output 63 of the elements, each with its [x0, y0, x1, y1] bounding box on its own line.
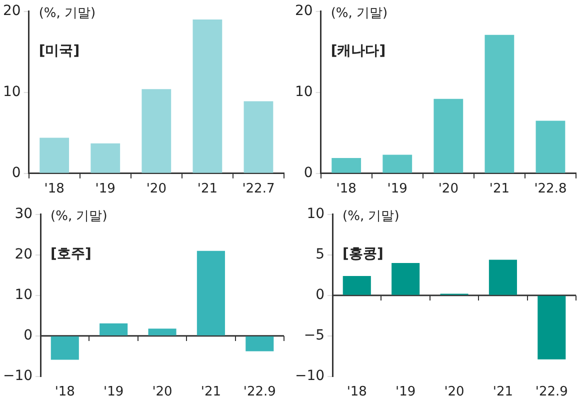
bar [484, 34, 514, 173]
y-tick-label: 0 [12, 165, 21, 182]
x-tick-label: '19 [387, 182, 408, 197]
bar [244, 101, 274, 173]
x-tick-label: '18 [346, 384, 367, 400]
x-tick-label: '18 [54, 384, 75, 400]
x-tick-label: '19 [95, 182, 116, 197]
text: [홍콩] [342, 246, 384, 262]
bar [332, 158, 362, 173]
text: [미국] [38, 43, 80, 60]
text: [호주] [50, 246, 92, 262]
y-tick-label: 10 [14, 286, 33, 303]
x-tick-label: '20 [438, 182, 458, 197]
x-tick-label: '22.8 [534, 182, 567, 197]
x-tick-label: '18 [44, 182, 64, 197]
x-tick-label: '21 [197, 182, 218, 197]
y-axis-title: (%, 기말) [330, 6, 388, 21]
bar [538, 295, 566, 359]
bar [488, 259, 517, 294]
y-axis-title: (%, 기말) [342, 208, 400, 224]
y-tick-label: 20 [14, 246, 33, 262]
bar [382, 154, 412, 173]
y-tick-label: 5 [316, 246, 325, 262]
y-tick-label: 10 [294, 84, 313, 100]
x-tick-label: '20 [152, 384, 172, 400]
x-tick-label: '18 [336, 182, 356, 197]
y-tick-label: −5 [304, 327, 325, 344]
bar [536, 120, 566, 173]
bar [148, 328, 176, 335]
y-tick-label: 10 [306, 206, 325, 222]
bar [100, 322, 128, 335]
x-tick-label: '22.9 [535, 384, 568, 400]
x-tick-label: '20 [444, 384, 464, 400]
y-tick-label: 20 [2, 3, 21, 20]
y-axis-title: (%, 기말) [38, 6, 96, 21]
bar [142, 89, 172, 173]
bar [90, 143, 120, 173]
text: [캐나다] [330, 43, 386, 60]
bar [192, 20, 222, 173]
y-tick-label: 20 [294, 3, 313, 20]
y-axis-title: (%, 기말) [50, 208, 108, 224]
bar [40, 138, 70, 173]
y-tick-label: 0 [24, 327, 33, 344]
bar [434, 98, 464, 173]
x-tick-label: '21 [489, 182, 510, 197]
bar [392, 262, 420, 294]
y-tick-label: 30 [14, 206, 33, 222]
bar [246, 336, 274, 351]
bar [196, 250, 225, 335]
x-tick-label: '22.9 [243, 384, 276, 400]
y-tick-label: −10 [295, 368, 325, 384]
bar [50, 336, 79, 360]
y-tick-label: 0 [304, 165, 313, 182]
x-tick-label: '19 [104, 384, 124, 400]
x-tick-label: '22.7 [242, 182, 275, 197]
bar [342, 275, 371, 294]
x-tick-label: '19 [396, 384, 416, 400]
x-tick-label: '21 [492, 384, 514, 400]
x-tick-label: '20 [146, 182, 166, 197]
y-tick-label: 0 [316, 286, 325, 303]
y-tick-label: −10 [3, 368, 33, 384]
y-tick-label: 10 [2, 84, 21, 100]
x-tick-label: '21 [200, 384, 222, 400]
